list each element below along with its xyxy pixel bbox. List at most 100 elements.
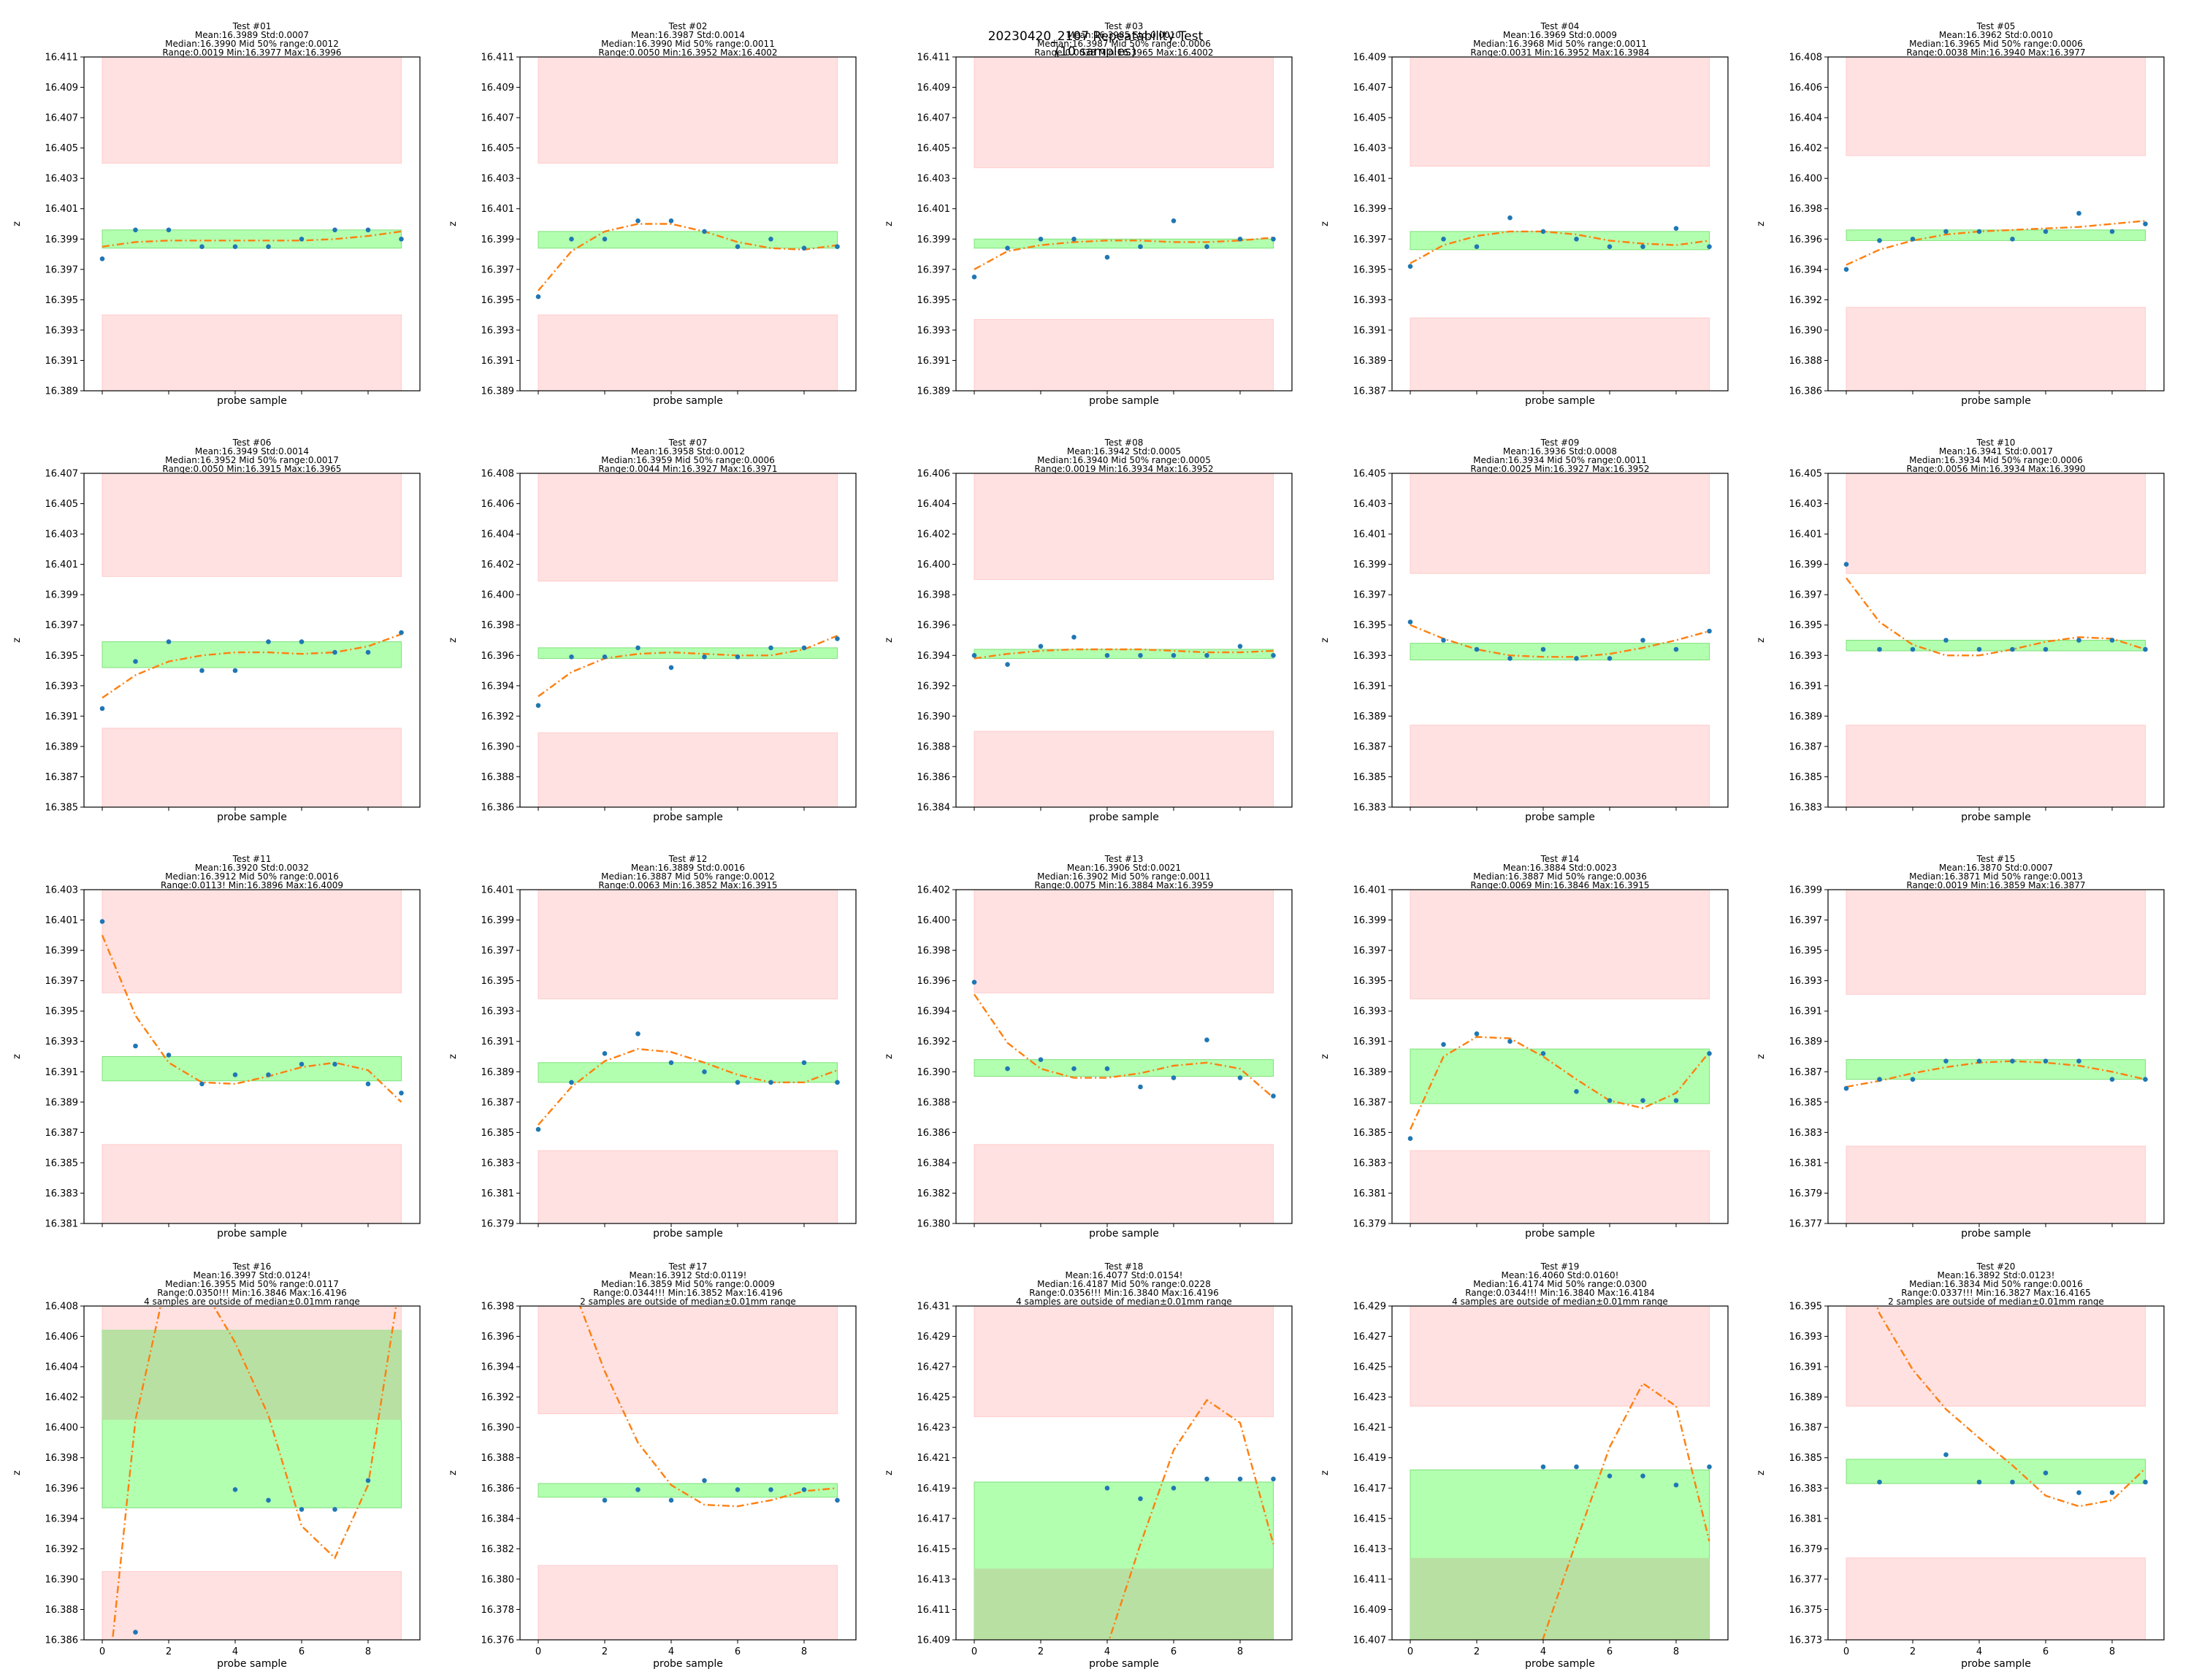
y-tick-label: 16.399 (1789, 560, 1823, 570)
subplot-stats-mean: Mean:16.3892 Std:0.0123! (1938, 1270, 2055, 1280)
y-tick-label: 16.393 (481, 325, 515, 336)
x-tick-label: 8 (1673, 1646, 1679, 1657)
y-tick-label: 16.399 (481, 915, 515, 926)
y-tick-label: 16.391 (1789, 1362, 1823, 1373)
x-axis-label: probe sample (1525, 1228, 1595, 1240)
y-tick-label: 16.405 (481, 143, 515, 154)
y-tick-label: 16.399 (917, 234, 951, 245)
y-tick-label: 16.386 (917, 772, 951, 783)
y-tick-label: 16.383 (45, 1188, 79, 1199)
sample-point (232, 1487, 238, 1492)
subplot-stats-range: Range:0.0075 Min:16.3884 Max:16.3959 (1034, 880, 1213, 890)
sample-point (2143, 646, 2148, 652)
sample-point (2109, 1490, 2115, 1495)
sample-point (199, 668, 204, 673)
y-tick-label: 16.387 (481, 1097, 515, 1108)
y-tick-label: 16.391 (917, 356, 951, 367)
y-tick-label: 16.392 (481, 1392, 515, 1403)
y-tick-label: 16.385 (1789, 1097, 1823, 1108)
y-tick-label: 16.389 (1789, 711, 1823, 722)
subplot-title: Test #06 (232, 438, 272, 448)
sample-point (1271, 1476, 1276, 1482)
sample-point (1574, 237, 1579, 242)
y-tick-label: 16.407 (45, 113, 79, 124)
y-tick-label: 16.388 (917, 1097, 951, 1108)
subplot-warning: 4 samples are outside of median±0.01mm r… (1016, 1297, 1232, 1307)
y-tick-label: 16.381 (481, 1188, 515, 1199)
sample-point (1976, 646, 1982, 652)
subplot-warning: 2 samples are outside of median±0.01mm r… (1888, 1297, 2104, 1307)
sample-point (1707, 1051, 1712, 1056)
sample-point (1038, 1057, 1044, 1062)
y-tick-label: 16.386 (1789, 386, 1823, 397)
upper-limit-region (102, 890, 402, 993)
subplot-stats-median: Median:16.3940 Mid 50% range:0.0005 (1037, 455, 1211, 465)
y-tick-label: 16.393 (45, 325, 79, 336)
sample-point (100, 1659, 105, 1664)
sample-point (1071, 635, 1077, 640)
sample-point (735, 654, 741, 660)
subplot-stats-range: Range:0.0019 Min:16.3934 Max:16.3952 (1034, 464, 1213, 474)
sample-point (1005, 662, 1010, 667)
subplot-stats-median: Median:16.3955 Mid 50% range:0.0117 (165, 1279, 339, 1289)
sample-point (199, 1128, 204, 1133)
subplot-stats-mean: Mean:16.4060 Std:0.0160! (1502, 1270, 1619, 1280)
y-tick-label: 16.404 (1789, 113, 1823, 124)
sample-point (1943, 229, 1949, 234)
plot-area (100, 1128, 402, 1664)
y-tick-label: 16.409 (481, 83, 515, 93)
sample-point (768, 1487, 773, 1492)
axes-frame (519, 1305, 857, 1641)
lower-limit-region (538, 314, 838, 391)
x-axis-label: probe sample (1089, 395, 1159, 407)
sample-point (299, 639, 305, 644)
x-axis-label: probe sample (653, 1228, 723, 1240)
y-tick-label: 16.403 (45, 174, 79, 185)
subplot-title: Test #10 (1976, 438, 2016, 448)
sample-point (1877, 1077, 1882, 1082)
y-tick-label: 16.397 (481, 946, 515, 957)
y-tick-label: 16.389 (45, 386, 79, 397)
y-tick-label: 16.395 (45, 295, 79, 306)
sample-point (99, 919, 105, 924)
x-axis-label: probe sample (1089, 1658, 1159, 1670)
sample-point (365, 1081, 371, 1087)
sample-point (332, 227, 337, 233)
sample-point (1843, 267, 1849, 272)
y-tick-label: 16.403 (1353, 143, 1387, 154)
fit-curve (1846, 1060, 2146, 1088)
sample-point (801, 645, 807, 651)
subplot-stats-mean: Mean:16.3889 Std:0.0016 (631, 863, 745, 873)
sample-point (232, 1072, 238, 1077)
y-tick-label: 16.406 (45, 1332, 79, 1343)
upper-limit-region (974, 1306, 1274, 1418)
plot-area (1410, 1306, 1712, 1640)
y-tick-label: 16.399 (45, 590, 79, 601)
sample-point (1204, 1476, 1209, 1482)
subplot-stats-mean: Mean:16.3997 Std:0.0124! (194, 1270, 311, 1280)
sample-point (1474, 244, 1480, 250)
sample-point (2076, 1058, 2081, 1064)
subplot-stats-median: Median:16.3934 Mid 50% range:0.0006 (1909, 455, 2083, 465)
sample-point (332, 1507, 337, 1512)
y-tick-label: 16.395 (917, 295, 951, 306)
y-axis-label: z (448, 1054, 459, 1059)
y-tick-label: 16.395 (1353, 620, 1387, 631)
y-tick-label: 16.383 (481, 1158, 515, 1169)
subplot-stats-range: Range:0.0044 Min:16.3927 Max:16.3971 (598, 464, 777, 474)
y-tick-label: 16.400 (917, 915, 951, 926)
sample-point (735, 1080, 741, 1085)
plot-area (99, 473, 404, 807)
x-tick-label: 0 (1407, 1646, 1413, 1657)
y-tick-label: 16.394 (1789, 264, 1823, 275)
sample-point (133, 1043, 138, 1049)
y-tick-label: 16.397 (45, 620, 79, 631)
sample-point (768, 1080, 773, 1085)
